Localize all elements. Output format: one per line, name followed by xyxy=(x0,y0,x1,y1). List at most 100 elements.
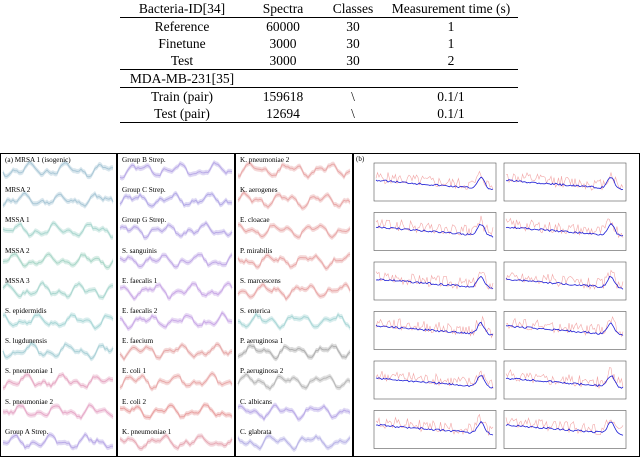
table-cell: Test (pair) xyxy=(120,105,244,123)
subplot-frame xyxy=(373,212,497,251)
table-header-cell: Classes xyxy=(322,0,384,18)
spectrum-line xyxy=(2,342,114,360)
spectra-panel-column-1: (a) MRSA 1 (isogenic) MRSA 2 MSSA 1 MSSA 2 M… xyxy=(0,153,117,457)
table-cell: Train (pair) xyxy=(150,89,214,104)
spectrum-line xyxy=(119,161,233,179)
species-label: MRSA 2 xyxy=(5,186,31,195)
noisy-spectrum-line xyxy=(505,171,624,191)
spectra-figure: (a) MRSA 1 (isogenic) MRSA 2 MSSA 1 MSSA 2 M… xyxy=(0,153,640,458)
clean-spectrum-line xyxy=(505,421,624,436)
spectrum-band xyxy=(238,342,350,362)
species-label: C. albicans xyxy=(240,397,272,406)
species-label: K. pneumoniae 2 xyxy=(240,156,290,164)
reconstruction-plots xyxy=(373,162,627,449)
dataset-table: Bacteria-ID[34] Spectra Classes Measurem… xyxy=(120,0,518,123)
table-cell: 30 xyxy=(346,36,360,51)
clean-spectrum-line xyxy=(505,177,624,191)
spectrum-line xyxy=(119,372,233,390)
subplot-frame xyxy=(503,162,627,202)
species-label: MSSA 1 xyxy=(5,216,30,225)
clean-spectrum-line xyxy=(375,420,494,436)
spectrum-line xyxy=(237,344,351,360)
spectrum-line xyxy=(119,222,233,239)
spectrum-band xyxy=(3,190,113,209)
table-cell: Test xyxy=(120,52,244,70)
table-cell: 60000 xyxy=(266,19,300,34)
species-label: Group B Strep. xyxy=(122,156,166,164)
species-label: E. coli 1 xyxy=(122,367,147,376)
spectrum-band xyxy=(3,402,113,421)
clean-spectrum-line xyxy=(505,222,624,237)
table-cell: 159618 xyxy=(262,89,304,104)
subplot-frame xyxy=(503,212,627,251)
species-label: E. faecalis 2 xyxy=(122,307,158,315)
species-label: P. aeruginosa 2 xyxy=(240,367,284,376)
table-cell: 30 xyxy=(346,19,360,34)
spectrum-line xyxy=(237,404,351,421)
clean-spectrum-line xyxy=(375,275,494,290)
table-row: Reference 60000 30 1 xyxy=(120,18,518,36)
spectrum-line xyxy=(2,433,113,449)
subplot-frame xyxy=(503,410,627,449)
reconstruction-panel: (b) xyxy=(353,153,640,457)
spectrum-band xyxy=(120,280,232,302)
species-label: MSSA 3 xyxy=(5,276,30,285)
spectrum-line xyxy=(237,312,351,330)
species-label: E. faecalis 1 xyxy=(122,276,158,285)
species-label: K. pneumoniae 1 xyxy=(122,427,172,436)
table-cell: 2 xyxy=(384,52,518,70)
spectrum-line xyxy=(119,254,233,268)
spectrum-band xyxy=(120,341,232,362)
table-row: Test (pair) 12694 \ 0.1/1 xyxy=(120,105,518,123)
subplot-frame xyxy=(373,162,497,202)
spectrum-band xyxy=(3,340,113,362)
noisy-spectrum-line xyxy=(505,315,624,338)
subplot-frame xyxy=(373,311,497,350)
species-label: E. cloacae xyxy=(240,216,270,225)
table-cell: \ xyxy=(351,89,355,104)
species-label: Group C Strep. xyxy=(122,186,166,195)
spectrum-band xyxy=(3,431,113,451)
species-label: Group G Strep. xyxy=(122,216,167,225)
spectrum-line xyxy=(2,281,114,299)
species-label: P. mirabilis xyxy=(240,246,273,255)
noisy-spectrum-line xyxy=(505,367,624,389)
spectra-panel-column-3: K. pneumoniae 2 K. aerogenes E. cloacae P. … xyxy=(235,153,353,457)
clean-spectrum-line xyxy=(375,375,494,389)
clean-spectrum-line xyxy=(505,322,624,336)
spectrum-band xyxy=(120,432,232,452)
species-label: S. pneumoniae 2 xyxy=(5,397,54,406)
table-cell: Reference xyxy=(154,19,210,34)
spectrum-line xyxy=(237,224,351,239)
spectra-traces xyxy=(237,160,351,453)
noisy-spectrum-line xyxy=(375,271,494,290)
spectrum-line xyxy=(2,192,114,207)
table-cell: 3000 xyxy=(244,52,322,70)
spectrum-band xyxy=(3,159,113,180)
table-cell: 3000 xyxy=(269,36,297,51)
noisy-spectrum-line xyxy=(505,217,624,239)
clean-spectrum-line xyxy=(375,223,494,238)
species-label: S. enterica xyxy=(240,307,271,315)
spectrum-line xyxy=(237,191,351,209)
spectrum-line xyxy=(119,192,233,207)
species-label: MSSA 2 xyxy=(5,246,30,255)
noisy-spectrum-line xyxy=(375,315,494,339)
species-label: S. marcescens xyxy=(240,276,281,285)
species-label: E. faecium xyxy=(122,337,154,346)
species-label: S. epidermidis xyxy=(5,307,47,315)
noisy-spectrum-line xyxy=(375,370,494,389)
table-cell: Finetune xyxy=(158,36,206,51)
spectrum-line xyxy=(237,435,351,451)
noisy-spectrum-line xyxy=(375,413,494,436)
subplot-frame xyxy=(503,360,627,400)
species-label: K. aerogenes xyxy=(240,186,278,195)
spectrum-line xyxy=(237,253,351,270)
spectrum-line xyxy=(119,312,233,330)
spectrum-line xyxy=(2,373,114,389)
clean-spectrum-line xyxy=(375,321,494,336)
table-section-title: MDA-MB-231[35] xyxy=(120,69,244,88)
table-row: Train (pair) 159618 \ 0.1/1 xyxy=(120,88,518,106)
table-cell: 12694 xyxy=(244,105,322,123)
spectrum-line xyxy=(2,404,114,420)
